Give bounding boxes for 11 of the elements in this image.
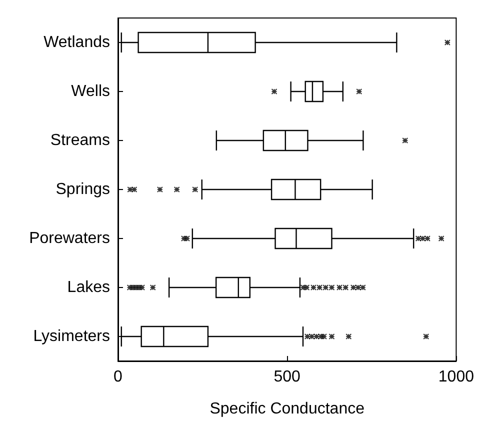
x-tick-label: 1000 — [438, 368, 474, 386]
y-tick-label: Porewaters — [29, 230, 110, 247]
y-tick-label: Streams — [50, 132, 110, 149]
x-tick-label: 500 — [274, 368, 301, 386]
y-tick-label: Wells — [71, 83, 110, 100]
x-axis-title: Specific Conductance — [210, 400, 365, 418]
y-tick-label: Lakes — [67, 279, 110, 296]
y-tick-label: Springs — [56, 181, 110, 198]
x-tick-label: 0 — [114, 368, 123, 386]
y-tick-label: Wetlands — [44, 34, 110, 51]
y-tick-label: Lysimeters — [33, 328, 110, 345]
